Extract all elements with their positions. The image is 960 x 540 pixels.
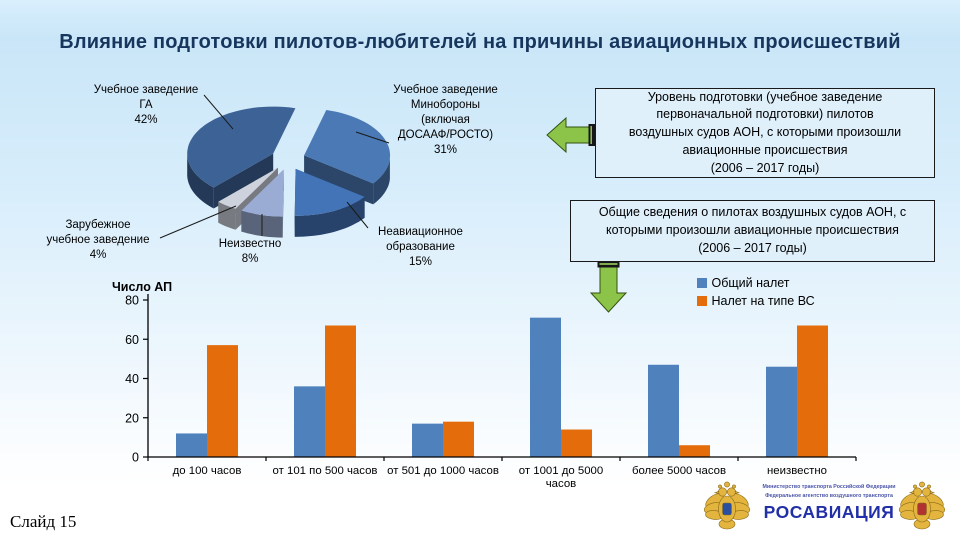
legend-label-type: Налет на типе ВС bbox=[711, 294, 815, 308]
svg-text:80: 80 bbox=[125, 294, 139, 308]
pie-label-ga: Учебное заведение ГА 42% bbox=[93, 84, 199, 126]
svg-text:от 501 до 1000 часов: от 501 до 1000 часов bbox=[387, 465, 499, 477]
bar-chart-y-axis-title: Число АП bbox=[112, 280, 173, 294]
ministry-emblem-icon bbox=[703, 481, 751, 530]
ministry-line-2: Федеральное агентство воздушного транспо… bbox=[765, 493, 893, 499]
pie-label-neizvestno: Неизвестно 8% bbox=[218, 238, 282, 265]
arrow-down-band-stripe bbox=[599, 263, 618, 265]
rosaviation-emblem-icon bbox=[898, 481, 946, 530]
svg-text:неизвестно: неизвестно bbox=[767, 465, 827, 477]
bar-chart: 0 20 40 60 80 до 100 часов от 101 по 500 часов… bbox=[125, 294, 857, 490]
rosaviation-brand: РОСАВИАЦИЯ bbox=[763, 502, 895, 522]
ministry-line-1: Министерство транспорта Российской Федер… bbox=[762, 484, 896, 490]
info-box-training-level-text: Уровень подготовки (учебное заведение пе… bbox=[628, 89, 902, 175]
pie-label-zarubezhnoe: Зарубежное учебное заведение 4% bbox=[46, 219, 150, 261]
footer-text-block: Министерство транспорта Российской Федер… bbox=[760, 483, 898, 523]
legend-swatch-blue-icon bbox=[697, 278, 707, 288]
legend-item-type: Налет на типе ВС bbox=[697, 294, 815, 308]
svg-text:20: 20 bbox=[125, 411, 139, 425]
pie-label-neaviacionnoe: Неавиационное образование 15% bbox=[378, 226, 463, 268]
svg-text:60: 60 bbox=[125, 333, 139, 347]
callout-line bbox=[203, 94, 234, 130]
callout-line bbox=[159, 205, 237, 239]
info-box-general-info-text: Общие сведения о пилотах воздушных судов… bbox=[598, 205, 907, 255]
arrow-down-body bbox=[589, 266, 628, 313]
pie-callout-lines bbox=[159, 94, 390, 239]
svg-text:до 100 часов: до 100 часов bbox=[173, 465, 242, 477]
slide-number: Слайд 15 bbox=[10, 512, 77, 531]
arrow-left-band-stripe bbox=[590, 126, 592, 144]
arrow-down-icon bbox=[589, 260, 628, 313]
slide-title: Влияние подготовки пилотов-любителей на … bbox=[59, 31, 901, 53]
info-box-general-info: Общие сведения о пилотах воздушных судов… bbox=[570, 200, 935, 262]
arrow-left-icon bbox=[546, 116, 595, 154]
bar-chart-legend: Общий налет Налет на типе ВС bbox=[697, 276, 815, 312]
legend-label-total: Общий налет bbox=[711, 276, 790, 290]
callout-line bbox=[355, 131, 390, 144]
svg-text:от 101 по 500 часов: от 101 по 500 часов bbox=[273, 465, 378, 477]
legend-item-total: Общий налет bbox=[697, 276, 815, 290]
svg-text:более 5000 часов: более 5000 часов bbox=[632, 465, 726, 477]
legend-swatch-orange-icon bbox=[697, 296, 707, 306]
info-box-training-level: Уровень подготовки (учебное заведение пе… bbox=[595, 88, 935, 178]
svg-text:0: 0 bbox=[132, 451, 139, 465]
callout-line bbox=[346, 201, 369, 229]
pie-label-minoborony: Учебное заведение Минобороны (включая ДО… bbox=[393, 84, 498, 156]
arrow-left-body bbox=[546, 116, 591, 154]
pie-chart bbox=[187, 106, 391, 238]
svg-text:40: 40 bbox=[125, 372, 139, 386]
